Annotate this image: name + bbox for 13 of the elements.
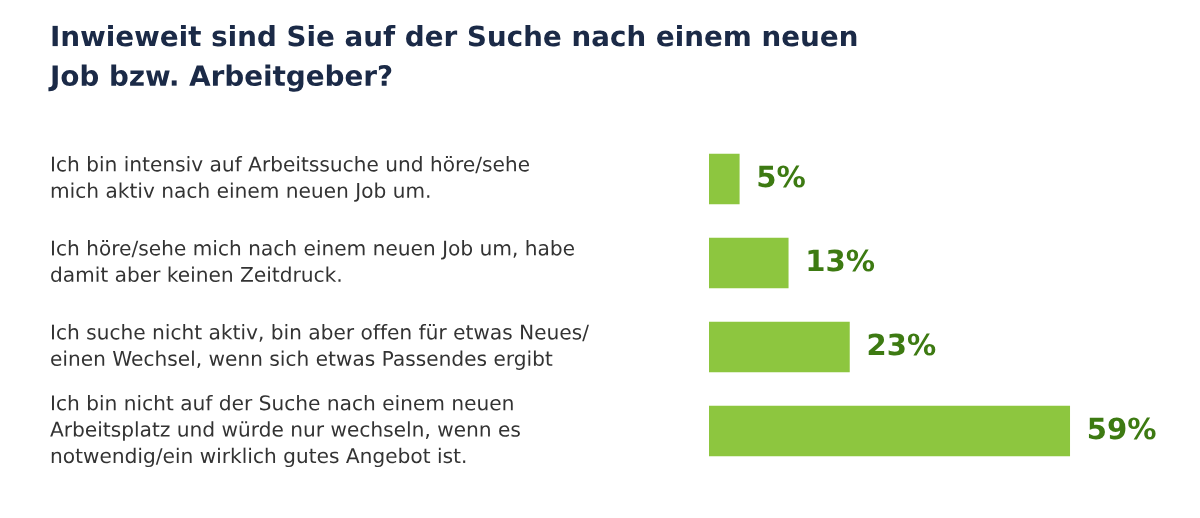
text: Inwieweit sind Sie auf der Suche nach einem neuen Job bzw. Arbeitgeber? — [48, 25, 857, 92]
data-label: 13% — [808, 249, 875, 272]
data-label: 23% — [868, 333, 936, 356]
y-tick-label: Ich suche nicht aktiv, bin aber offen für etwas Neues/ einen Wechsel, wenn sich etwas Passendes ergibt — [51, 324, 589, 370]
bar — [709, 153, 740, 205]
y-tick-label: Ich bin nicht auf der Suche nach einem neuen Arbeitsplatz und würde nur wechseln, wenn es notwendig/ein wirklich gutes Angebot ist. — [50, 394, 520, 468]
bar — [709, 237, 789, 289]
data-label: 59% — [1088, 417, 1156, 440]
bar — [709, 321, 850, 373]
data-label: 5% — [758, 165, 805, 188]
bar — [709, 405, 1071, 457]
y-tick-label: Ich bin intensiv auf Arbeitssuche und höre/sehe mich aktiv nach einem neuen Job um. — [51, 156, 529, 202]
y-tick-label: Ich höre/sehe mich nach einem neuen Job um, habe damit aber keinen Zeitdruck. — [51, 240, 574, 283]
